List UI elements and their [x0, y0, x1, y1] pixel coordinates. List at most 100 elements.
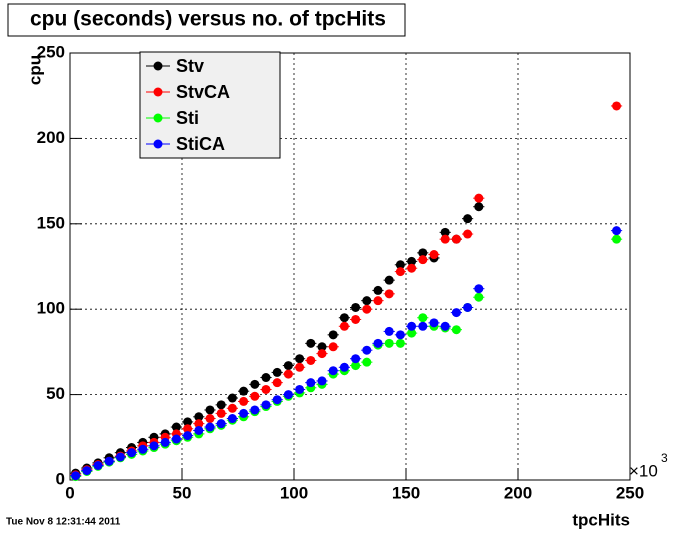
legend-marker — [153, 139, 163, 149]
data-point — [463, 214, 473, 224]
title-box — [7, 3, 406, 37]
data-point — [463, 229, 473, 239]
data-point — [205, 414, 215, 424]
data-point — [362, 296, 372, 306]
data-point — [612, 234, 622, 244]
y-tick-label: 100 — [37, 299, 65, 318]
data-point — [239, 386, 249, 396]
data-point — [474, 284, 484, 294]
legend-label: StiCA — [176, 134, 225, 154]
x-tick-label: 200 — [504, 483, 532, 502]
data-point — [384, 289, 394, 299]
data-point — [205, 405, 215, 415]
data-point — [183, 424, 193, 434]
data-point — [138, 444, 148, 454]
plot-frame — [69, 52, 631, 481]
data-point — [474, 292, 484, 302]
data-point — [295, 384, 305, 394]
data-point — [418, 321, 428, 331]
data-point — [71, 471, 81, 481]
data-point — [283, 390, 293, 400]
data-point — [261, 373, 271, 383]
y-tick-label: 50 — [46, 384, 65, 403]
data-point — [194, 419, 204, 429]
data-point — [384, 326, 394, 336]
data-point — [250, 405, 260, 415]
data-point — [328, 330, 338, 340]
data-point — [283, 361, 293, 371]
data-point — [216, 408, 226, 418]
y-tick-label: 150 — [37, 213, 65, 232]
data-point — [407, 328, 417, 338]
legend-marker — [153, 113, 163, 123]
x-tick-label: 250 — [616, 483, 644, 502]
legend-label: Sti — [176, 108, 199, 128]
data-point — [194, 425, 204, 435]
data-point — [239, 408, 249, 418]
data-point — [239, 396, 249, 406]
chart-title: cpu (seconds) versus no. of tpcHits — [30, 8, 386, 31]
data-point — [612, 226, 622, 236]
data-point — [418, 255, 428, 265]
y-axis-label: cpu — [25, 55, 44, 85]
data-point — [373, 338, 383, 348]
data-point — [429, 250, 439, 260]
y-tick-label: 0 — [56, 469, 65, 488]
legend-label: StvCA — [176, 82, 230, 102]
data-point — [171, 422, 181, 432]
data-point — [160, 437, 170, 447]
data-point — [183, 431, 193, 441]
data-point — [339, 313, 349, 323]
data-point — [418, 248, 428, 258]
data-point — [451, 308, 461, 318]
data-point — [474, 193, 484, 203]
data-point — [339, 321, 349, 331]
data-point — [317, 349, 327, 359]
x-multiplier: ×10 — [629, 461, 658, 480]
y-tick-label: 200 — [37, 128, 65, 147]
data-point — [104, 456, 114, 466]
data-point — [384, 338, 394, 348]
data-point — [362, 345, 372, 355]
data-point — [612, 101, 622, 111]
data-point — [339, 362, 349, 372]
data-point — [440, 234, 450, 244]
data-point — [395, 260, 405, 270]
data-point — [440, 227, 450, 237]
data-point — [82, 466, 92, 476]
data-point — [183, 417, 193, 427]
data-point — [463, 302, 473, 312]
data-point — [351, 361, 361, 371]
data-point — [306, 378, 316, 388]
data-point — [451, 325, 461, 335]
data-point — [295, 362, 305, 372]
data-point — [283, 369, 293, 379]
data-point — [395, 338, 405, 348]
x-tick-label: 100 — [280, 483, 308, 502]
data-point — [351, 354, 361, 364]
data-point — [407, 321, 417, 331]
x-multiplier-exponent: 3 — [661, 451, 668, 465]
data-point — [362, 357, 372, 367]
data-point — [351, 302, 361, 312]
y-tick-label: 250 — [37, 42, 65, 61]
data-point — [272, 378, 282, 388]
legend-marker — [153, 61, 163, 71]
data-point — [205, 422, 215, 432]
legend-label: Stv — [176, 56, 204, 76]
x-tick-label: 150 — [392, 483, 420, 502]
data-point — [149, 441, 159, 451]
data-point — [395, 267, 405, 277]
data-point — [227, 403, 237, 413]
data-point — [474, 202, 484, 212]
data-point — [306, 355, 316, 365]
timestamp: Tue Nov 8 12:31:44 2011 — [6, 517, 121, 528]
data-point — [227, 393, 237, 403]
data-point — [440, 321, 450, 331]
data-point — [227, 414, 237, 424]
legend-marker — [153, 87, 163, 97]
data-point — [127, 448, 137, 458]
data-point — [261, 384, 271, 394]
data-point — [216, 400, 226, 410]
